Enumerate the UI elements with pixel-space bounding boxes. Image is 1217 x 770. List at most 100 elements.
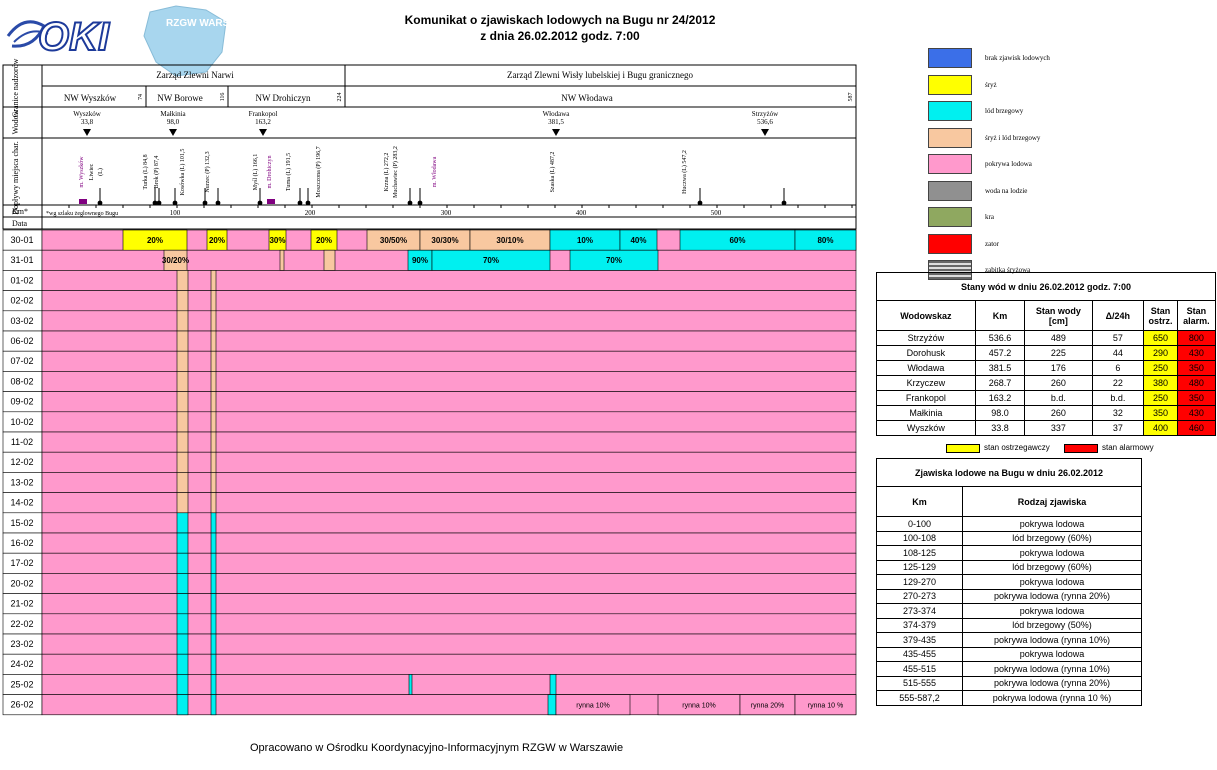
tributary-1: Liwiec xyxy=(89,163,95,180)
nadzor-0: NW Wyszków xyxy=(64,93,117,103)
date-label-26-02: 26-02 xyxy=(10,700,33,710)
tributary-dot-11 xyxy=(697,200,703,206)
water-levels-cell: 225 xyxy=(1024,345,1093,361)
tributary-dot-8 xyxy=(305,200,311,206)
strip-a-19 xyxy=(176,613,189,635)
tributary-0: m. Wyszków xyxy=(79,156,85,188)
gauge-marker-3 xyxy=(552,129,560,136)
ice-phenomena-cell: pokrywa lodowa (rynna 20%) xyxy=(962,675,1142,691)
ice-phenomena-cell: 129-270 xyxy=(876,574,963,590)
ice-phenomena-cell: 270-273 xyxy=(876,588,963,604)
water-levels-cell: 650 xyxy=(1143,330,1178,346)
ice-row-25-02 xyxy=(41,674,857,695)
legend-swatch xyxy=(928,207,972,227)
tributary-12: Muchawiec (P) 283,2 xyxy=(392,146,399,198)
ice-phenomena-row: 108-125 pokrywa lodowa xyxy=(876,545,1142,561)
ice-phenomena-row: 515-555 pokrywa lodowa (rynna 20%) xyxy=(876,675,1142,691)
date-label-30-01: 30-01 xyxy=(10,235,33,245)
strip-a-3 xyxy=(176,290,189,312)
water-levels-cell: 290 xyxy=(1143,345,1178,361)
ice-row-06-02 xyxy=(41,330,857,352)
seg-30-d-label: 20% xyxy=(316,236,332,245)
seg-31-f-label: 70% xyxy=(606,256,622,265)
date-label-03-02: 03-02 xyxy=(10,316,33,326)
ice-phenomena-cell: pokrywa lodowa xyxy=(962,646,1142,662)
wodowskaz-km-4: 536,6 xyxy=(757,118,773,126)
gauge-marker-1 xyxy=(169,129,177,136)
legend-label: brak zjawisk lodowych xyxy=(985,54,1050,62)
strip-b-12 xyxy=(210,472,217,493)
legend-item: zator xyxy=(928,233,1108,256)
legend-swatch xyxy=(928,74,972,95)
ice-phenomena-cell: 555-587,2 xyxy=(876,690,963,706)
strip-a-18 xyxy=(176,593,189,615)
water-levels-cell: 6 xyxy=(1091,360,1145,376)
wodowskaz-name-2: Frankopol xyxy=(249,110,278,118)
strip-a-9 xyxy=(176,411,189,433)
title-line-2: z dnia 26.02.2012 godz. 7:00 xyxy=(480,29,640,43)
water-levels-cell: 381.5 xyxy=(974,360,1026,376)
water-levels-cell: 22 xyxy=(1091,375,1145,391)
ice-phenomena-cell: lód brzegowy (60%) xyxy=(962,530,1142,546)
water-levels-cell: Krzyczew xyxy=(876,375,976,391)
seg-30-g-label: 30/10% xyxy=(496,236,523,245)
wodowskaz-km-1: 98,0 xyxy=(167,118,180,126)
tributary-3: Turka (L) 84,8 xyxy=(142,154,149,189)
rzgw-logo-text: RZGW WARSZAWA xyxy=(166,18,236,29)
tributary-4: Brok (P) 87,4 xyxy=(153,156,160,189)
ice-phenomena-title: Zjawiska lodowe na Bugu w dniu 26.02.201… xyxy=(876,458,1142,487)
seg-30-b xyxy=(206,229,228,251)
legend-label: zator xyxy=(985,239,999,248)
rynna-label-1: rynna 10% xyxy=(682,703,715,710)
ice-phenomena-row: 100-108 lód brzegowy (60%) xyxy=(876,530,1142,546)
seg-30-a xyxy=(122,229,188,251)
legend-swatch xyxy=(928,127,972,148)
ice-phenomena-cell: 108-125 xyxy=(876,545,963,561)
seg-30-c xyxy=(268,229,287,251)
ice-row-08-02 xyxy=(41,371,857,392)
tributary-14: Szaska (L) 487,2 xyxy=(549,152,556,193)
ice-phenomena-row: 0-100 pokrywa lodowa xyxy=(876,516,1142,532)
ice-row-07-02 xyxy=(41,350,857,372)
water-levels-cell: 250 xyxy=(1143,360,1178,376)
warn-legend-label: stan ostrzegawczy xyxy=(984,443,1050,452)
water-levels-cell: Wyszków xyxy=(876,420,976,436)
water-levels-header: Wodowskaz xyxy=(876,300,976,331)
water-levels-row: Frankopol 163.2 b.d. b.d. 250 350 xyxy=(876,390,1217,406)
ice-phenomena-cell: 515-555 xyxy=(876,675,963,691)
side-label-granice: Granice nadzorów xyxy=(11,58,20,117)
strip-b-13 xyxy=(210,492,217,514)
ice-phenomena-row: 273-374 pokrywa lodowa xyxy=(876,603,1142,619)
seg-31-d-label: 90% xyxy=(412,256,428,265)
legend-item: woda na lodzie xyxy=(928,180,1108,203)
legend-swatch xyxy=(928,48,972,68)
water-levels-cell: 260 xyxy=(1024,405,1093,421)
strip-b-18 xyxy=(210,593,217,615)
water-levels-cell: 163.2 xyxy=(974,390,1026,406)
side-label-wodow: Wodow xyxy=(11,109,20,134)
zarzad-wisly: Zarząd Zlewni Wisły lubelskiej i Bugu gr… xyxy=(507,70,693,80)
nadzor-km-3: 587 xyxy=(848,93,854,102)
ice-row-13-02 xyxy=(41,472,857,493)
warn-legend-swatch xyxy=(946,444,980,453)
water-levels-cell: 460 xyxy=(1176,420,1217,436)
wodowskaz-name-0: Wyszków xyxy=(73,110,102,118)
seg-30-j-label: 60% xyxy=(729,236,745,245)
strip-a-13 xyxy=(176,492,189,514)
seg-30-f-label: 30/30% xyxy=(431,236,458,245)
water-levels-cell: 457.2 xyxy=(974,345,1026,361)
water-levels-panel: Stany wód w dniu 26.02.2012 godz. 7:00 W… xyxy=(876,272,1217,458)
tributary-7: Myśl (L) 166,1 xyxy=(252,154,259,191)
legend-swatch xyxy=(928,154,972,174)
strip-a-11 xyxy=(176,451,189,473)
strip-c-22 xyxy=(408,674,413,695)
data-label: Data xyxy=(12,219,28,228)
ice-phenomena-row: 455-515 pokrywa lodowa (rynna 10%) xyxy=(876,661,1142,677)
nadzor-1: NW Borowe xyxy=(157,93,203,103)
tributary-10: Moszczona (P) 196,7 xyxy=(315,146,322,197)
water-levels-row: Małkinia 98.0 260 32 350 430 xyxy=(876,405,1217,421)
date-label-11-02: 11-02 xyxy=(11,437,33,447)
col-type: Rodzaj zjawiska xyxy=(962,486,1142,517)
ice-row-17-02 xyxy=(41,552,857,574)
water-levels-cell: 350 xyxy=(1176,360,1217,376)
